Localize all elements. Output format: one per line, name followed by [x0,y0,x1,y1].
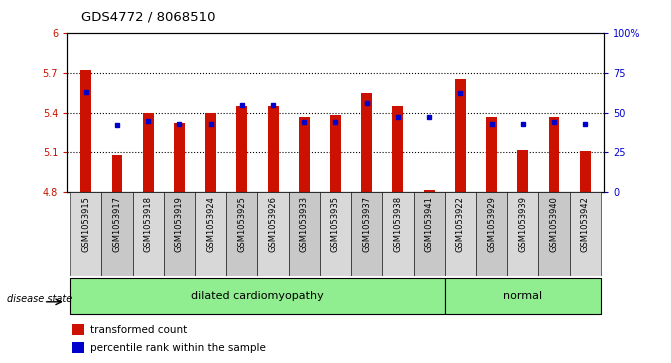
Text: GSM1053919: GSM1053919 [175,196,184,252]
Bar [205,113,216,192]
Bar [517,150,528,192]
Bar [413,192,445,276]
Bar [361,93,372,192]
Bar [445,192,476,276]
Text: GSM1053929: GSM1053929 [487,196,496,252]
Text: GSM1053941: GSM1053941 [425,196,433,252]
Bar [320,192,351,276]
Bar [351,192,382,276]
Bar [195,192,226,276]
Bar [393,106,403,192]
Text: dilated cardiomyopathy: dilated cardiomyopathy [191,291,324,301]
Text: GSM1053925: GSM1053925 [238,196,246,252]
Text: GSM1053933: GSM1053933 [300,196,309,252]
Bar [70,192,101,276]
Text: GSM1053918: GSM1053918 [144,196,153,252]
Text: GSM1053917: GSM1053917 [113,196,121,252]
Bar [445,278,601,314]
Bar [101,192,133,276]
Text: disease state: disease state [7,294,72,305]
Text: GSM1053942: GSM1053942 [580,196,590,252]
Bar [226,192,258,276]
Text: GSM1053926: GSM1053926 [268,196,278,252]
Text: GSM1053938: GSM1053938 [393,196,403,252]
Bar [70,278,445,314]
Text: normal: normal [503,291,542,301]
Bar [580,151,590,192]
Bar [548,117,560,192]
Bar [423,190,435,192]
Bar [382,192,413,276]
Bar [111,155,123,192]
Text: GSM1053940: GSM1053940 [550,196,558,252]
Bar [486,117,497,192]
Text: GSM1053937: GSM1053937 [362,196,371,252]
Text: transformed count: transformed count [90,325,187,335]
Bar [72,342,85,354]
Text: GDS4772 / 8068510: GDS4772 / 8068510 [81,11,215,24]
Bar [476,192,507,276]
Text: GSM1053922: GSM1053922 [456,196,465,252]
Bar [507,192,538,276]
Text: GSM1053924: GSM1053924 [206,196,215,252]
Bar [133,192,164,276]
Bar [299,117,310,192]
Bar [268,106,278,192]
Text: GSM1053915: GSM1053915 [81,196,91,252]
Bar [81,70,91,192]
Bar [289,192,320,276]
Bar [538,192,570,276]
Text: GSM1053939: GSM1053939 [518,196,527,252]
Bar [258,192,289,276]
Text: GSM1053935: GSM1053935 [331,196,340,252]
Bar [164,192,195,276]
Bar [570,192,601,276]
Text: percentile rank within the sample: percentile rank within the sample [90,343,266,353]
Bar [72,324,85,335]
Bar [455,79,466,192]
Bar [236,106,248,192]
Bar [174,123,185,192]
Bar [143,113,154,192]
Bar [330,115,341,192]
